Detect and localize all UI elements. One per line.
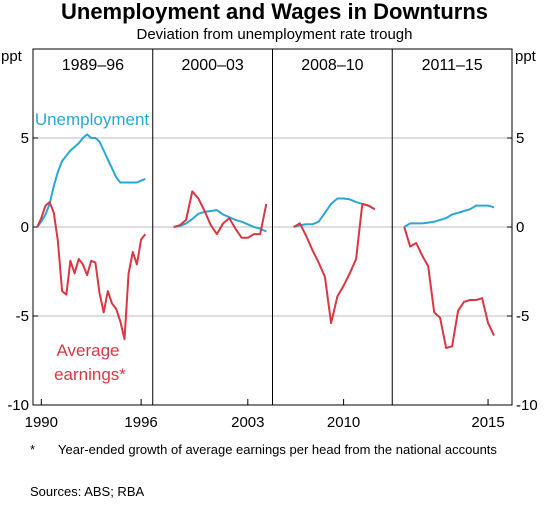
y-axis-label-left: ppt — [1, 48, 23, 65]
y-tick-label-left: -5 — [16, 308, 29, 325]
panel-label: 2011–15 — [422, 57, 483, 74]
y-tick-label-left: 5 — [21, 130, 29, 147]
x-tick-label: 1990 — [25, 414, 58, 431]
footnote-mark: * — [30, 442, 36, 457]
unemployment-line-2000–03 — [173, 209, 267, 233]
x-tick-label: 2015 — [471, 414, 504, 431]
y-tick-label-right: 5 — [516, 130, 524, 147]
y-tick-label-right: -10 — [516, 397, 538, 414]
x-tick-label: 2010 — [327, 414, 360, 431]
sources-note: Sources: ABS; RBA — [30, 484, 145, 499]
chart-subtitle: Deviation from unemployment rate trough — [136, 26, 413, 43]
unemployment-line-1989–96 — [36, 133, 146, 228]
panel-label: 2000–03 — [181, 57, 243, 74]
earnings-line-2000–03 — [173, 190, 268, 239]
earnings-annotation-line1: Average — [56, 341, 119, 360]
panel-label: 1989–96 — [62, 57, 124, 74]
unemployment-line-2011–15 — [403, 204, 495, 228]
footnote-text: Year-ended growth of average earnings pe… — [58, 442, 497, 457]
y-tick-label-left: -10 — [7, 397, 29, 414]
plot-frame — [32, 48, 513, 406]
x-tick-label: 2003 — [231, 414, 264, 431]
chart-title: Unemployment and Wages in Downturns — [61, 0, 488, 24]
earnings-line-2008–10 — [293, 202, 376, 325]
y-tick-label-right: -5 — [516, 308, 529, 325]
y-axis-label-right: ppt — [515, 48, 537, 65]
panel-label: 2008–10 — [301, 57, 363, 74]
unemployment-line-2008–10 — [293, 197, 376, 228]
earnings-annotation-line2: earnings* — [54, 365, 126, 384]
earnings-line-1989–96 — [36, 201, 147, 341]
unemployment-annotation: Unemployment — [35, 110, 150, 129]
x-tick-label: 1996 — [124, 414, 157, 431]
chart-plot: -10 -10 -5 -5 0 0 5 5 ppt ppt 1989–96 1990 1996 2000–… — [1, 48, 538, 431]
earnings-line-2011–15 — [403, 226, 495, 349]
y-tick-label-right: 0 — [516, 219, 524, 236]
y-tick-label-left: 0 — [21, 219, 29, 236]
